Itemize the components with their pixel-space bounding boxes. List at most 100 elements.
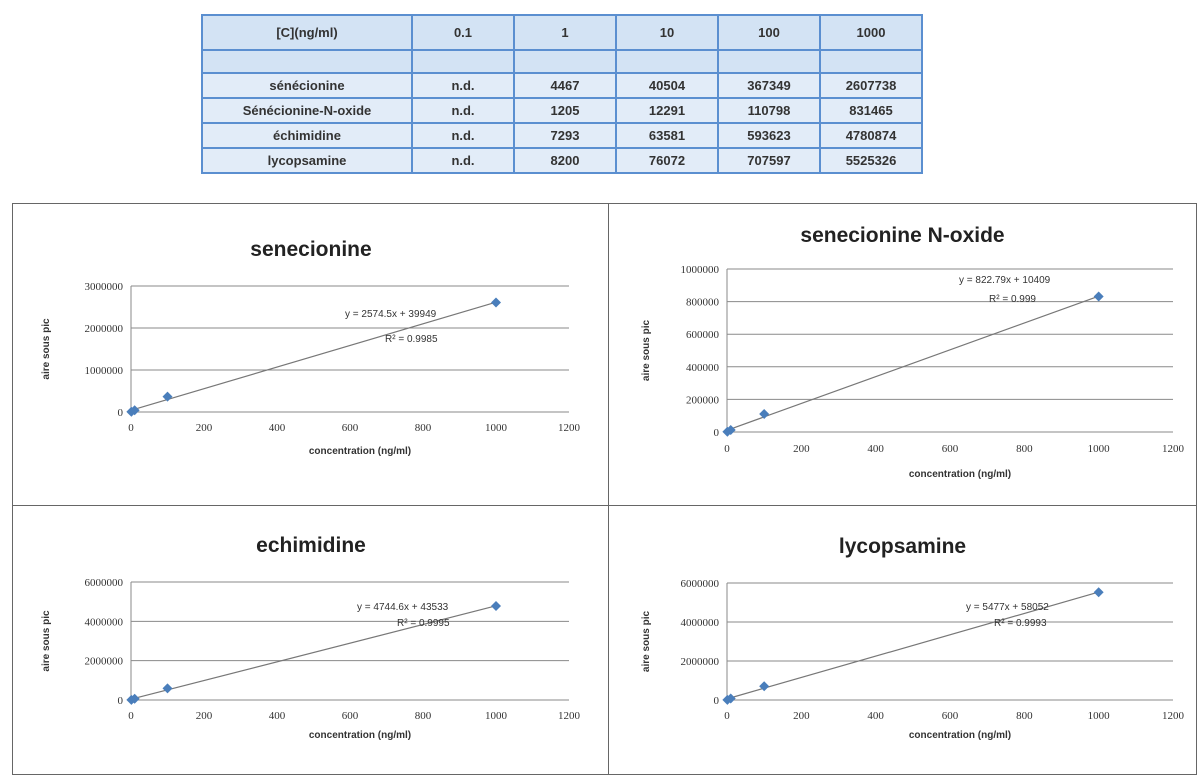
senecionine-n-oxide-chart-panel: senecionine N-oxide 0 200000 400000 600000 80… — [608, 203, 1197, 507]
table-header-cell: 1000 — [819, 14, 923, 51]
table-row: sénécionine n.d. 4467 40504 367349 26077… — [201, 72, 923, 99]
table-cell: n.d. — [411, 97, 515, 124]
table-cell — [411, 49, 515, 74]
table-cell: 40504 — [615, 72, 719, 99]
x-tick-label: 800 — [1016, 443, 1033, 455]
data-point — [1093, 587, 1104, 598]
chart-title: echimidine — [256, 534, 366, 557]
y-tick-label: 800000 — [686, 297, 720, 309]
trendline — [130, 605, 497, 700]
data-point — [129, 693, 140, 704]
y-tick-label: 0 — [714, 427, 720, 439]
table-cell: 63581 — [615, 122, 719, 149]
r-squared-label: R² = 0.9993 — [994, 618, 1047, 629]
x-tick-label: 600 — [942, 443, 959, 455]
x-tick-label: 800 — [415, 710, 432, 722]
echimidine-chart-panel: echimidine 0 2000000 4000000 6000000 0 200 400 6… — [12, 505, 610, 775]
table-cell: 367349 — [717, 72, 821, 99]
table-cell: 110798 — [717, 97, 821, 124]
table-cell: 707597 — [717, 147, 821, 174]
table-cell: 2607738 — [819, 72, 923, 99]
x-tick-label: 200 — [793, 710, 810, 722]
x-tick-label: 1200 — [558, 422, 581, 434]
table-header-cell: [C](ng/ml) — [201, 14, 413, 51]
y-tick-label: 4000000 — [85, 616, 124, 628]
y-tick-label: 2000000 — [681, 656, 720, 668]
table-cell — [513, 49, 617, 74]
x-tick-label: 1000 — [485, 422, 508, 434]
y-axis-label: aire sous pic — [641, 319, 652, 381]
lycopsamine-chart: lycopsamine 0 2000000 4000000 6000000 0 200 400… — [641, 535, 1185, 741]
echimidine-chart: echimidine 0 2000000 4000000 6000000 0 200 400 6… — [41, 534, 581, 741]
x-tick-label: 1000 — [485, 710, 508, 722]
x-tick-label: 1000 — [1088, 710, 1111, 722]
x-tick-label: 200 — [196, 710, 213, 722]
y-tick-label: 6000000 — [85, 577, 124, 589]
table-cell: 12291 — [615, 97, 719, 124]
table-cell: 593623 — [717, 122, 821, 149]
x-tick-label: 1200 — [1162, 710, 1185, 722]
x-tick-label: 400 — [867, 443, 884, 455]
r-squared-label: R² = 0.9995 — [397, 618, 450, 629]
x-tick-label: 1200 — [1162, 443, 1185, 455]
x-tick-label: 600 — [942, 710, 959, 722]
y-tick-label: 600000 — [686, 329, 720, 341]
table-header-row: [C](ng/ml) 0.1 1 10 100 1000 — [201, 14, 923, 51]
table-row: Sénécionine-N-oxide n.d. 1205 12291 1107… — [201, 97, 923, 124]
y-axis-label: aire sous pic — [41, 610, 52, 672]
x-tick-label: 400 — [867, 710, 884, 722]
x-axis-label: concentration (ng/ml) — [309, 730, 411, 741]
y-tick-label: 200000 — [686, 394, 720, 406]
data-point — [759, 681, 770, 692]
table-cell: 4780874 — [819, 122, 923, 149]
trendline — [726, 295, 1099, 431]
x-tick-label: 600 — [342, 422, 359, 434]
table-header-cell: 10 — [615, 14, 719, 51]
y-tick-label: 0 — [118, 407, 124, 419]
senecionine-chart: senecionine 0 1000000 2000000 3000000 0 200 400… — [41, 238, 581, 457]
x-tick-label: 200 — [196, 422, 213, 434]
chart-title: lycopsamine — [839, 535, 966, 558]
data-point — [725, 424, 736, 435]
x-tick-label: 0 — [724, 710, 730, 722]
table-row: lycopsamine n.d. 8200 76072 707597 55253… — [201, 147, 923, 174]
x-tick-label: 200 — [793, 443, 810, 455]
compound-name-cell: lycopsamine — [201, 147, 413, 174]
x-tick-label: 800 — [1016, 710, 1033, 722]
table-header-cell: 0.1 — [411, 14, 515, 51]
table-cell: 7293 — [513, 122, 617, 149]
data-point — [162, 391, 173, 402]
trendline-equation: y = 5477x + 58052 — [966, 602, 1049, 613]
compound-name-cell: Sénécionine-N-oxide — [201, 97, 413, 124]
table-cell: 8200 — [513, 147, 617, 174]
y-tick-label: 6000000 — [681, 578, 720, 590]
table-header-cell: 100 — [717, 14, 821, 51]
compound-name-cell: échimidine — [201, 122, 413, 149]
y-tick-label: 3000000 — [85, 281, 124, 293]
table-empty-row — [201, 49, 923, 74]
table-cell: 1205 — [513, 97, 617, 124]
data-point — [1093, 291, 1104, 302]
y-tick-label: 0 — [714, 695, 720, 707]
x-tick-label: 0 — [128, 422, 134, 434]
trendline — [130, 301, 497, 411]
data-point — [491, 600, 501, 611]
x-tick-label: 1200 — [558, 710, 581, 722]
data-point — [129, 405, 140, 416]
table-cell — [201, 49, 413, 74]
x-tick-label: 800 — [415, 422, 432, 434]
x-tick-label: 1000 — [1088, 443, 1111, 455]
table-cell — [615, 49, 719, 74]
table-cell: 76072 — [615, 147, 719, 174]
table-cell: 4467 — [513, 72, 617, 99]
y-tick-label: 400000 — [686, 362, 720, 374]
senecionine-chart-panel: senecionine 0 1000000 2000000 3000000 0 200 400… — [12, 203, 610, 507]
table-cell: n.d. — [411, 147, 515, 174]
table-cell: 831465 — [819, 97, 923, 124]
table-cell — [819, 49, 923, 74]
chart-title: senecionine — [250, 238, 371, 261]
trendline-equation: y = 2574.5x + 39949 — [345, 309, 437, 320]
r-squared-label: R² = 0.999 — [989, 294, 1036, 305]
y-tick-label: 2000000 — [85, 656, 124, 668]
x-tick-label: 400 — [269, 422, 286, 434]
